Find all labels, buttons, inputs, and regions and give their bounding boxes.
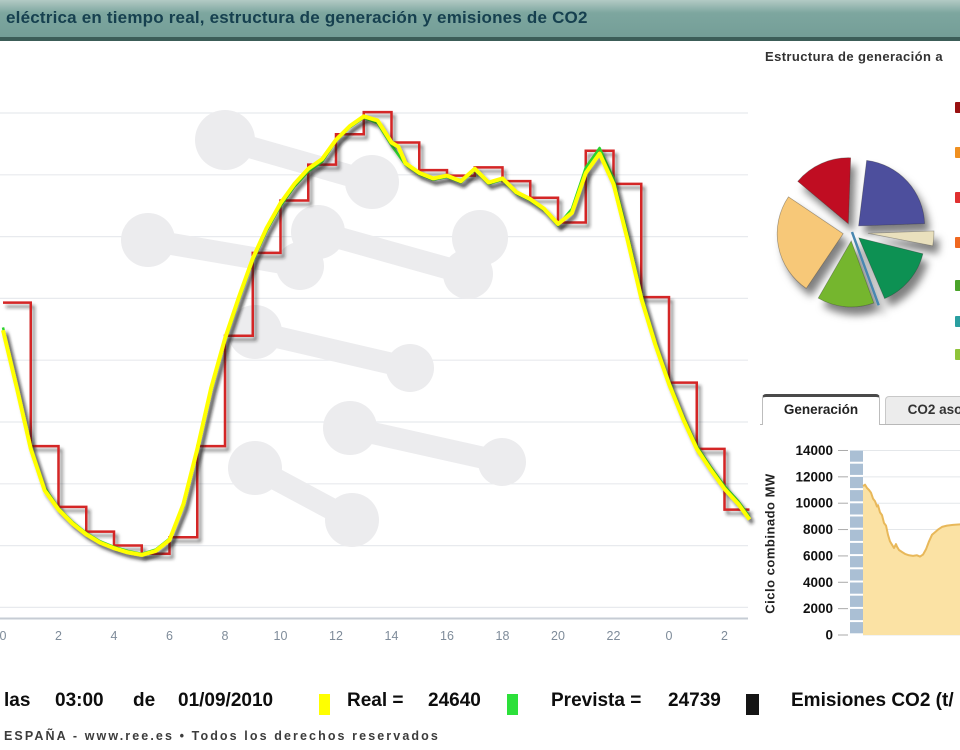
x-tick-label: 22 bbox=[607, 629, 621, 643]
y-tick-label: 6000 bbox=[803, 548, 833, 563]
copyright-footer: ESPAÑA - www.ree.es • Todos los derechos… bbox=[4, 729, 440, 743]
legend-color-box bbox=[955, 147, 960, 158]
title-bar: eléctrica en tiempo real, estructura de … bbox=[0, 0, 960, 41]
watermark-node bbox=[121, 213, 175, 267]
prevista-label: Prevista = bbox=[551, 690, 642, 711]
ciclo-area-line bbox=[862, 483, 960, 558]
watermark-node bbox=[323, 401, 377, 455]
y-tick-label: 0 bbox=[825, 628, 833, 643]
bar-segment bbox=[850, 569, 863, 581]
generation-structure-heading: Estructura de generación a bbox=[765, 49, 944, 64]
pie-slice-5 bbox=[858, 237, 924, 300]
bar-segment bbox=[850, 542, 863, 555]
status-time: 03:00 bbox=[55, 690, 104, 711]
x-tick-label: 4 bbox=[111, 629, 118, 643]
watermark-node bbox=[228, 305, 282, 359]
watermark-node bbox=[195, 110, 255, 170]
ciclo-striped-bar bbox=[850, 450, 863, 634]
bar-segment bbox=[850, 516, 863, 528]
watermark-node bbox=[345, 155, 399, 209]
bar-segment bbox=[850, 608, 863, 621]
demand-chart: 0 2 4 6 8 10 12 14 16 18 20 22 0 2 bbox=[0, 110, 752, 643]
real-label: Real = bbox=[347, 690, 404, 711]
tab-co2-asociado[interactable]: CO2 aso bbox=[885, 396, 960, 424]
generation-pie-chart bbox=[776, 157, 935, 308]
pie-slice-6 bbox=[867, 230, 935, 247]
legend-color-box bbox=[955, 280, 960, 291]
x-tick-label: 10 bbox=[274, 629, 288, 643]
emisiones-color-swatch bbox=[746, 694, 759, 715]
status-date-connector: de bbox=[133, 690, 156, 711]
bar-segment bbox=[850, 595, 863, 607]
legend-color-box bbox=[955, 102, 960, 113]
x-tick-label: 8 bbox=[222, 629, 229, 643]
watermark-node bbox=[478, 438, 526, 486]
pie-slice-4 bbox=[817, 240, 875, 308]
legend-color-box bbox=[955, 316, 960, 327]
status-prefix: las bbox=[4, 690, 31, 711]
x-tick-label: 0 bbox=[666, 629, 673, 643]
bar-segment bbox=[850, 529, 863, 541]
watermark-node bbox=[325, 493, 379, 547]
tab-co2-label: CO2 aso bbox=[907, 402, 960, 417]
tab-generacion[interactable]: Generación bbox=[762, 394, 880, 425]
x-tick-label: 2 bbox=[721, 629, 728, 643]
legend-color-box bbox=[955, 349, 960, 360]
y-tick-label: 8000 bbox=[803, 522, 833, 537]
bar-segment bbox=[850, 463, 863, 475]
ciclo-area-fill bbox=[863, 484, 960, 635]
programada-line bbox=[3, 110, 750, 556]
pie-pointer-line bbox=[850, 231, 880, 306]
demand-chart-series bbox=[1, 110, 752, 557]
x-tick-label: 18 bbox=[496, 629, 510, 643]
x-tick-label: 14 bbox=[385, 629, 399, 643]
bar-segment bbox=[850, 582, 863, 594]
prevista-color-swatch bbox=[507, 694, 518, 715]
watermark-node bbox=[228, 441, 282, 495]
page-title: eléctrica en tiempo real, estructura de … bbox=[6, 8, 588, 27]
y-tick-label: 2000 bbox=[803, 601, 833, 616]
emisiones-label: Emisiones CO2 (t/ bbox=[791, 690, 954, 711]
watermark-node bbox=[386, 344, 434, 392]
y-tick-label: 14000 bbox=[795, 443, 833, 458]
bar-segment bbox=[850, 503, 863, 515]
demand-chart-x-axis: 0 2 4 6 8 10 12 14 16 18 20 22 0 2 bbox=[0, 617, 748, 643]
legend-color-box bbox=[955, 192, 960, 203]
ciclo-combinado-chart: 0 2000 4000 6000 8000 10000 12000 14000 bbox=[795, 443, 960, 643]
bar-segment bbox=[850, 622, 863, 634]
ree-logo-watermark bbox=[121, 110, 526, 547]
watermark-node bbox=[291, 205, 345, 259]
y-tick-label: 10000 bbox=[795, 496, 833, 511]
x-tick-label: 0 bbox=[0, 629, 7, 643]
real-line bbox=[1, 114, 752, 557]
bar-segment bbox=[850, 490, 863, 502]
bar-segment bbox=[850, 556, 863, 568]
bar-segment bbox=[850, 450, 863, 462]
status-bar: las 03:00 de 01/09/2010 Real = 24640 Pre… bbox=[0, 682, 960, 724]
pie-slice-1 bbox=[858, 160, 925, 227]
x-tick-label: 16 bbox=[440, 629, 454, 643]
pie-slice-3 bbox=[776, 196, 844, 289]
x-tick-label: 12 bbox=[329, 629, 343, 643]
watermark-node bbox=[452, 210, 508, 266]
prevista-value: 24739 bbox=[668, 690, 721, 711]
legend-color-box bbox=[955, 237, 960, 248]
y-tick-label: 12000 bbox=[795, 469, 833, 484]
pie-slice-2 bbox=[797, 157, 852, 225]
bar-segment bbox=[850, 476, 863, 489]
real-color-swatch bbox=[319, 694, 330, 715]
status-date: 01/09/2010 bbox=[178, 690, 274, 711]
y-tick-label: 4000 bbox=[803, 575, 833, 590]
tab-generacion-label: Generación bbox=[783, 402, 859, 417]
x-tick-label: 20 bbox=[551, 629, 565, 643]
real-value: 24640 bbox=[428, 690, 481, 711]
x-tick-label: 6 bbox=[166, 629, 173, 643]
x-tick-label: 2 bbox=[55, 629, 62, 643]
